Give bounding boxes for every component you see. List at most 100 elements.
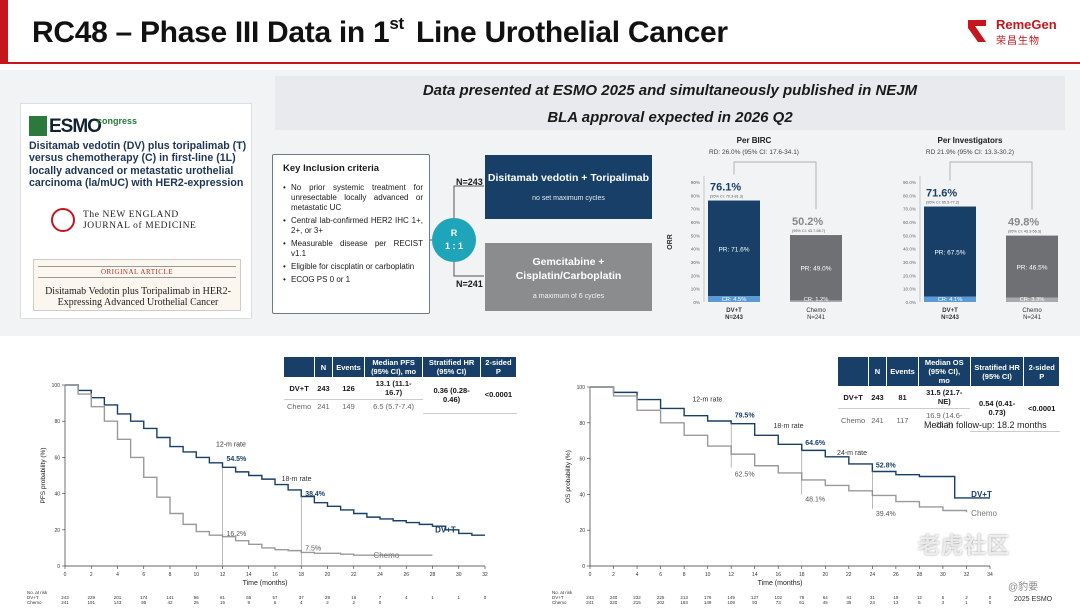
os-summary-table: N Events Median OS (95% CI), mo Stratifi…	[838, 357, 1060, 432]
y-tick-label: 100	[52, 383, 61, 389]
x-tick-label: 24	[377, 572, 383, 578]
at-risk-value: 73	[776, 600, 782, 605]
at-risk-value: 102	[774, 595, 782, 600]
orr-inv-title: Per Investigators	[937, 136, 1003, 145]
y-tick-label: 20	[579, 528, 585, 534]
at-risk-value: 19	[893, 595, 899, 600]
banner-line-1: Data presented at ESMO 2025 and simultan…	[422, 82, 918, 99]
pr-bar	[790, 235, 842, 301]
chemo-curve	[590, 386, 968, 513]
esmo-congress-text: congress	[97, 116, 138, 126]
at-risk-value: 64	[823, 595, 829, 600]
x-tick-label: 20	[325, 572, 331, 578]
at-risk-value: 81	[220, 595, 226, 600]
at-risk-value: 176	[704, 595, 712, 600]
at-risk-value: 0	[989, 600, 992, 605]
randomization-circle: R 1 : 1	[432, 218, 476, 262]
orr-inv-plot: 0.0% 10.0% 20.0% 30.0% 40.0% 50.0% 60.0% 70.0% 8…	[903, 161, 1058, 321]
orr-ci-label: (95% CI: 65.5-77.2)	[926, 201, 960, 205]
y-tick-label: 90.0%	[903, 180, 916, 185]
at-risk-row-label: Chemo	[552, 600, 567, 605]
at-risk-value: 141	[166, 595, 174, 600]
orr-birc-chart: Per BIRC RD: 26.0% (95% CI: 17.6-34.1) 0…	[664, 130, 844, 330]
at-risk-value: 215	[633, 600, 641, 605]
annotation-label: 18-m rate	[774, 423, 804, 430]
header-accent-bar	[0, 0, 8, 64]
slide-header: RC48 – Phase III Data in 1st Line Urothe…	[0, 0, 1080, 64]
at-risk-value: 57	[272, 595, 278, 600]
annotation-value: 48.1%	[805, 497, 825, 504]
category-label: Chemo	[806, 308, 826, 314]
cr-data-label: CR: 4.1%	[938, 297, 963, 303]
article-excerpt: ORIGINAL ARTICLE Disitamab Vedotin plus …	[33, 259, 241, 311]
rd-bracket	[733, 161, 817, 210]
at-risk-value: 96	[194, 595, 200, 600]
at-risk-value: 6	[274, 600, 277, 605]
y-tick-label: 70.0%	[903, 207, 916, 212]
at-risk-value: 243	[586, 595, 594, 600]
article-tag: ORIGINAL ARTICLE	[38, 266, 236, 278]
cr-data-label: CR: 4.5%	[722, 297, 747, 303]
x-tick-label: 8	[169, 572, 172, 578]
at-risk-value: 13	[893, 600, 899, 605]
orr-birc-plot: 0% 10% 20% 30% 40% 50% 60% 70% 80% 90% ORR PR: 71.6…	[667, 161, 842, 321]
at-risk-value: 0	[484, 595, 487, 600]
y-tick-label: 30.0%	[903, 260, 916, 265]
x-tick-label: 14	[246, 572, 252, 578]
pr-bar	[924, 206, 976, 297]
annotation-value: 54.5%	[226, 456, 247, 463]
y-axis-label: ORR	[667, 234, 674, 250]
abstract-title: Disitamab vedotin (DV) plus toripalimab …	[29, 140, 247, 190]
chemo-arm-box: Gemcitabine + Cisplatin/Carboplatin a ma…	[485, 243, 652, 311]
at-risk-value: 174	[140, 595, 148, 600]
at-risk-value: 41	[846, 595, 852, 600]
at-risk-value: 1	[431, 595, 434, 600]
y-tick-label: 100	[577, 385, 586, 391]
orr-inv-rd: RD 21.9% (95% CI: 13.3-30.2)	[925, 149, 1015, 156]
annotation-label: 12-m rate	[216, 442, 246, 449]
annotation-value: 62.5%	[735, 472, 755, 479]
y-tick-label: 0%	[693, 300, 700, 305]
x-tick-label: 16	[272, 572, 278, 578]
median-follow-up: Median follow-up: 18.2 months	[924, 420, 1047, 430]
orr-ci-label: (95% CI: 43.7-56.7)	[792, 229, 826, 233]
rd-bracket	[949, 161, 1033, 210]
inclusion-title: Key Inclusion criteria	[283, 163, 380, 174]
category-label: Chemo	[1022, 308, 1042, 314]
list-item: Central lab-confirmed HER2 IHC 1+, 2+, o…	[283, 216, 423, 236]
logo-wordmark: RemeGen	[996, 17, 1057, 32]
y-tick-label: 80.0%	[903, 193, 916, 198]
esmo-logo-text: ESMO	[49, 116, 102, 137]
at-risk-value: 2	[352, 600, 355, 605]
orr-ci-label: (95% CI: 43.3-56.3)	[1008, 230, 1042, 234]
esmo-congress-logo: ESMO congress	[29, 116, 137, 137]
curve-label: DV+T	[435, 526, 456, 535]
x-tick-label: 12	[220, 572, 226, 578]
orr-inv-chart: Per Investigators RD 21.9% (95% CI: 13.3…	[880, 130, 1060, 330]
y-axis-label: OS probability (%)	[565, 450, 572, 503]
at-risk-value: 2	[326, 600, 329, 605]
x-tick-label: 28	[917, 572, 923, 578]
y-tick-label: 10%	[691, 287, 700, 292]
inclusion-criteria-box: Key Inclusion criteria No prior systemic…	[272, 154, 430, 314]
author-handle: @豹要	[1008, 582, 1039, 593]
publication-card: ESMO congress Disitamab vedotin (DV) plu…	[20, 103, 252, 319]
y-tick-label: 60	[54, 455, 60, 461]
list-item: Eligible for ciscplatin or carboplatin	[283, 262, 423, 272]
at-risk-value: 243	[61, 595, 69, 600]
table-row: DV+T 243 81 31.5 (21.7-NE) 0.54 (0.41-0.73)…	[838, 386, 1060, 432]
category-label: DV+T	[726, 308, 742, 314]
chemo-arm-n: N=241	[456, 279, 483, 289]
at-risk-value: 143	[114, 600, 122, 605]
curve-label: Chemo	[971, 509, 997, 518]
at-risk-value: 61	[799, 600, 805, 605]
category-label: DV+T	[942, 308, 958, 314]
cr-bar	[924, 296, 976, 302]
x-tick-label: 10	[705, 572, 711, 578]
pfs-summary-table: N Events Median PFS (95% CI), mo Stratif…	[284, 357, 518, 414]
at-risk-value: 241	[61, 600, 69, 605]
at-risk-value: 37	[299, 595, 305, 600]
at-risk-title: No. at risk	[552, 590, 573, 595]
dv-arm-n: N=243	[456, 177, 483, 187]
